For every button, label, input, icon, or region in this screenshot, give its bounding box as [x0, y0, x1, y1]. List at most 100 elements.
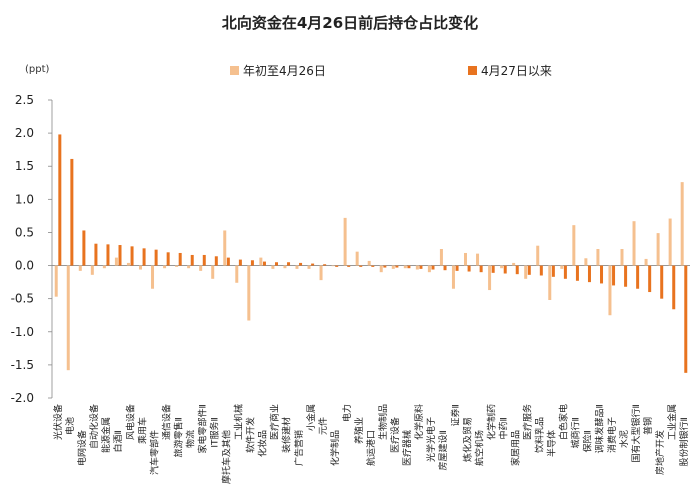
bar-series1 — [319, 265, 323, 281]
bar-series2 — [515, 265, 519, 275]
x-tick-label: 光伏设备 — [52, 404, 64, 440]
bar-series2 — [563, 265, 567, 279]
bar-series2 — [214, 256, 218, 266]
bar-series2 — [575, 265, 579, 281]
bar-series1 — [211, 265, 215, 279]
bar-series1 — [126, 262, 130, 266]
x-tick-label: IT服务Ⅱ — [209, 417, 221, 448]
x-tick-label: 电力 — [341, 404, 353, 422]
chart-title: 北向资金在4月26日前后持仓占比变化 — [222, 14, 478, 32]
x-tick-label: 乘用车 — [136, 417, 148, 444]
bar-series1 — [151, 265, 155, 289]
bar-series2 — [587, 265, 591, 283]
bar-series2 — [335, 265, 339, 267]
bar-series1 — [331, 265, 335, 267]
bar-series2 — [58, 134, 62, 266]
bar-series2 — [166, 252, 170, 266]
x-tick-label: 通信设备 — [160, 404, 172, 440]
x-tick-label: 半导体 — [546, 430, 558, 457]
bar-series1 — [355, 251, 359, 266]
x-tick-label: 股份制银行Ⅱ — [678, 417, 690, 466]
x-tick-label: 旅游零售Ⅱ — [172, 417, 184, 457]
x-tick-label: 炼化及贸易 — [461, 417, 473, 462]
x-tick-label: 摩托车及其他 — [221, 430, 233, 484]
bar-series1 — [500, 265, 504, 269]
bar-series2 — [154, 249, 158, 266]
y-axis: 2.5 2.0 1.5 1.0 0.5 0.0 -0.5 -1.0 -1.5 -2.0 — [11, 93, 53, 405]
x-tick-label: 风电设备 — [124, 404, 136, 440]
bar-series1 — [632, 221, 636, 266]
x-tick-label: 工业机械 — [233, 404, 245, 440]
x-tick-label: 元件 — [317, 417, 329, 435]
bar-series2 — [82, 230, 86, 266]
x-tick-label: 化学原料 — [413, 404, 425, 440]
bar-series2 — [275, 262, 278, 266]
y-tick-label: 1.0 — [15, 192, 34, 206]
y-tick-label: -0.5 — [11, 292, 34, 306]
bar-series2 — [419, 265, 423, 269]
x-tick-label: 中药Ⅱ — [497, 417, 509, 439]
bar-series1 — [415, 265, 419, 270]
bar-series1 — [187, 265, 191, 269]
bar-series2 — [624, 265, 628, 287]
bar-series1 — [307, 265, 311, 269]
x-tick-label: 城商行Ⅱ — [570, 417, 582, 448]
bar-series2 — [262, 261, 266, 266]
legend: 年初至4月26日 4月27日以来 — [230, 64, 552, 78]
bar-series2 — [142, 248, 146, 266]
x-tick-label: 普钢 — [642, 417, 654, 435]
x-tick-label: 航空机场 — [473, 430, 485, 466]
x-tick-label: 房屋建设Ⅱ — [437, 430, 449, 470]
bar-series2 — [539, 265, 543, 276]
bar-series1 — [259, 257, 263, 266]
bar-series2 — [190, 254, 194, 266]
x-tick-label: 软件开发 — [245, 417, 257, 453]
y-tick-label: -2.0 — [11, 391, 34, 405]
bar-series2 — [347, 265, 351, 267]
bar-series2 — [600, 265, 604, 284]
bar-series2 — [467, 265, 471, 272]
x-tick-label: 家电零部件Ⅱ — [196, 404, 208, 453]
bar-series2 — [660, 265, 664, 299]
bar-series1 — [427, 265, 431, 273]
x-tick-label: 房地产开发 — [654, 430, 666, 475]
bar-series1 — [235, 265, 239, 283]
x-tick-label: 航运港口 — [365, 430, 377, 466]
x-tick-label: 饮料乳品 — [534, 417, 546, 453]
bar-series1 — [199, 265, 203, 271]
bar-series1 — [223, 230, 227, 266]
y-tick-label: 1.5 — [15, 159, 34, 173]
y-axis-unit: (ppt) — [25, 64, 50, 75]
bar-series1 — [66, 265, 70, 371]
bar-series1 — [476, 253, 480, 266]
bar-series2 — [503, 265, 507, 274]
bar-series1 — [668, 218, 672, 266]
x-tick-label: 汽车零部件 — [148, 430, 160, 475]
bar-series2 — [443, 265, 447, 271]
bar-series1 — [247, 265, 251, 321]
bar-series1 — [464, 252, 467, 266]
y-tick-label: -1.0 — [11, 325, 34, 339]
bar-series1 — [102, 265, 106, 269]
bar-series1 — [391, 265, 395, 269]
bar-series1 — [572, 225, 576, 266]
bar-series1 — [620, 249, 624, 266]
bar-series1 — [656, 233, 660, 266]
bar-series1 — [680, 182, 684, 266]
y-tick-label: 0.5 — [15, 225, 34, 239]
bar-series2 — [612, 265, 616, 286]
bar-series2 — [70, 158, 74, 266]
bar-series1 — [138, 265, 142, 270]
x-tick-label: 小金属 — [305, 404, 317, 431]
bar-series2 — [359, 265, 363, 267]
bar-series2 — [383, 265, 387, 268]
bar-series2 — [130, 246, 134, 266]
bar-series2 — [551, 265, 555, 277]
x-tick-label: 物流 — [184, 430, 196, 448]
x-tick-label: 工业金属 — [666, 404, 678, 440]
bar-series2 — [395, 265, 399, 268]
bar-series1 — [560, 265, 564, 269]
bar-series1 — [512, 262, 516, 266]
